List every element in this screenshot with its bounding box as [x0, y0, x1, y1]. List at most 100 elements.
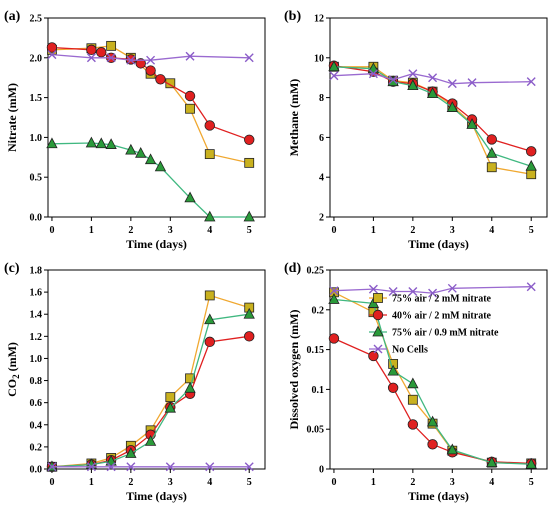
- data-point: [388, 286, 398, 296]
- series-40-air-2-mm-nitrate: [46, 331, 255, 472]
- data-point: [407, 394, 418, 405]
- x-tick-label: 1: [89, 225, 94, 236]
- data-point: [145, 65, 156, 76]
- series-line: [51, 45, 250, 164]
- legend-marker: [372, 309, 384, 321]
- data-point: [204, 120, 215, 131]
- data-point: [126, 55, 136, 65]
- y-tick-label: 12: [314, 14, 324, 25]
- x-tick-label: 3: [168, 477, 173, 488]
- x-tick-label: 2: [410, 477, 415, 488]
- x-axis-label: Time (days): [408, 237, 469, 251]
- data-point: [204, 210, 216, 222]
- data-point: [146, 55, 156, 65]
- x-tick-label: 2: [128, 477, 133, 488]
- data-point: [328, 333, 340, 344]
- panel-label: (c): [4, 261, 20, 276]
- data-point: [486, 456, 498, 468]
- data-point: [47, 50, 57, 60]
- y-tick-label: 10: [314, 53, 324, 64]
- y-tick-label: 1.0: [30, 354, 43, 365]
- x-tick-label: 5: [529, 225, 534, 236]
- data-point: [428, 288, 438, 298]
- y-tick-label: 4: [319, 173, 324, 184]
- series-40-air-2-mm-nitrate: [328, 60, 537, 157]
- data-point: [407, 377, 419, 389]
- x-tick-label: 4: [489, 477, 494, 488]
- data-point: [368, 284, 378, 294]
- data-point: [387, 75, 399, 87]
- y-tick-label: 0.05: [307, 425, 325, 436]
- y-tick-label: 1.6: [30, 288, 43, 299]
- data-point: [135, 58, 146, 69]
- data-point: [154, 160, 167, 172]
- y-tick-label: 0.4: [30, 420, 43, 431]
- data-point: [526, 282, 536, 292]
- data-point: [525, 159, 537, 171]
- data-point: [447, 79, 457, 89]
- data-point: [184, 381, 196, 393]
- data-point: [408, 286, 418, 296]
- data-point: [328, 293, 340, 304]
- data-point: [165, 462, 175, 472]
- x-tick-label: 4: [207, 477, 212, 488]
- y-tick-label: 2.0: [30, 53, 43, 64]
- y-tick-label: 1.2: [30, 332, 43, 343]
- x-axis-label: Time (days): [408, 489, 469, 503]
- y-tick-label: 1.8: [30, 266, 43, 277]
- data-point: [244, 157, 255, 168]
- data-point: [47, 462, 57, 472]
- y-tick-label: 0: [319, 465, 324, 476]
- data-point: [125, 143, 137, 155]
- data-point: [486, 146, 498, 158]
- data-point: [407, 419, 419, 430]
- x-tick-label: 5: [247, 225, 252, 236]
- x-tick-label: 0: [49, 477, 54, 488]
- x-tick-label: 3: [168, 225, 173, 236]
- series-line: [51, 335, 250, 468]
- y-axis-label: Dissolved oxygen (mM): [287, 310, 301, 430]
- y-tick-label: 8: [319, 93, 324, 104]
- plot-frame-b: [329, 17, 548, 218]
- data-point: [329, 286, 339, 296]
- data-point: [408, 69, 418, 79]
- panel-c-co2: 0 1 2 3 4 5 0.0 0.2 0.4 0.6 0.8 1.0 1.2 1.4 1.6 1.8 Time…: [4, 261, 266, 503]
- data-point: [86, 44, 97, 56]
- series-line: [333, 66, 532, 175]
- data-point: [486, 162, 497, 173]
- data-point: [106, 53, 116, 63]
- data-point: [329, 71, 339, 81]
- x-tick-label: 1: [89, 477, 94, 488]
- data-point: [243, 210, 255, 222]
- data-point: [204, 313, 216, 325]
- data-point: [427, 439, 438, 450]
- plot-frame-c: [47, 269, 266, 470]
- data-point: [106, 462, 116, 472]
- data-point: [244, 134, 255, 145]
- data-point: [387, 382, 399, 394]
- data-point: [387, 364, 399, 376]
- y-tick-label: 0.8: [30, 376, 43, 387]
- legend-entry: 40% air / 2 mM nitrate: [392, 311, 492, 322]
- data-point: [526, 146, 537, 157]
- legend-entry: No Cells: [392, 345, 428, 356]
- x-tick-label: 3: [450, 225, 455, 236]
- data-point: [185, 103, 195, 114]
- x-tick-label: 5: [529, 477, 534, 488]
- data-point: [467, 78, 477, 88]
- series-no-cells: [329, 282, 536, 298]
- y-tick-label: 0.25: [307, 266, 325, 277]
- data-point: [144, 153, 157, 165]
- data-point: [244, 462, 254, 472]
- data-point: [184, 90, 196, 102]
- y-tick-label: 0.2: [30, 442, 43, 453]
- data-point: [105, 454, 117, 466]
- data-point: [328, 60, 340, 72]
- data-point: [525, 457, 537, 469]
- data-point: [95, 137, 107, 149]
- data-point: [204, 149, 215, 160]
- series-75-air-0-9-mm-nitrate: [46, 307, 255, 472]
- x-tick-label: 1: [371, 225, 376, 236]
